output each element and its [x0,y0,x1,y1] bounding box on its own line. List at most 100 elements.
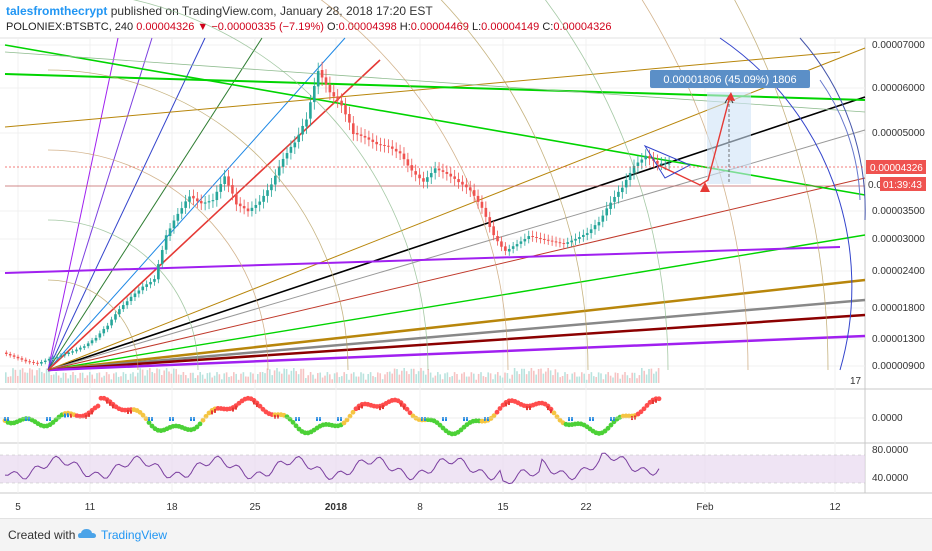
volume-bar [386,372,389,383]
candle-body [98,333,102,338]
volume-bar [321,377,324,383]
macd-hist-bar [169,417,171,421]
volume-bar [187,378,189,383]
candle-body [277,166,281,176]
y-tick-label: 0.00003000 [872,234,925,245]
candle-body [51,357,55,360]
candle-body [20,358,24,360]
volume-bar [74,375,77,383]
candle-body [196,198,199,202]
volume-bar [141,369,144,383]
volume-bar [506,373,509,383]
volume-bar [29,368,31,383]
volume-bar [228,376,230,383]
macd-hist-bar [70,413,72,418]
candle-body [375,141,378,145]
volume-bar [204,378,206,383]
candle-body [141,286,145,291]
tradingview-cloud-icon[interactable] [78,529,96,539]
candle-body [379,144,382,146]
measure-box [707,92,751,184]
candle-body [235,194,238,205]
volume-bar [446,372,449,383]
volume-bar [72,372,74,383]
volume-bar [365,379,367,383]
author-name[interactable]: talesfromthecrypt [6,4,108,18]
volume-bar [175,368,177,383]
volume-bar [629,378,631,383]
macd-hist-bar [610,417,612,421]
volume-bar [617,373,619,383]
volume-bar [317,373,319,383]
candle-body [106,325,109,330]
candle-body [414,171,417,175]
candle-body [114,314,117,320]
candle-body [262,195,265,202]
volume-bar [12,368,14,383]
macd-hist-bar [547,406,549,411]
volume-bar [487,372,489,383]
volume-bar [297,374,300,383]
volume-bar [401,370,403,383]
volume-bar [177,374,180,383]
candle-body [363,135,367,138]
volume-bar [542,373,545,383]
volume-bar [581,372,583,383]
volume-bar [489,373,492,383]
macd-hist-bar [127,409,129,414]
volume-bar [206,373,209,383]
volume-bar [218,374,221,383]
overlay-annotations: 0.00001806 (45.09%) 1806 0.00004326 0.0 01:… [5,70,926,192]
candle-body [468,187,472,191]
macd-dot [203,413,209,419]
macd-hist-bar [592,417,594,421]
macd-hist-bar [421,417,423,421]
volume-bar [163,370,165,383]
candle-body [219,184,223,192]
y-tick-label: 0.00002400 [872,266,925,277]
candle-body [270,184,273,191]
chart-svg[interactable]: 0.00001806 (45.09%) 1806 0.00004326 0.0 01:… [0,0,932,518]
volume-bar [417,371,420,383]
macd-hist-bar [400,402,402,407]
candle-body [441,170,445,172]
volume-bar [278,371,281,383]
candle-body [663,163,667,165]
x-tick-label: 22 [580,502,592,513]
candle-body [67,352,70,354]
volume-bar [153,373,156,383]
macd-hist-bar [382,405,384,410]
volume-bar [480,372,482,383]
x-tick-label: 8 [417,502,423,513]
rsi-axis-label: 80.0000 [872,445,909,456]
volume-bar [593,376,595,383]
volume-bar [7,376,9,383]
volume-bar [324,375,326,383]
macd-hist-bar [235,405,237,410]
volume-bar [590,372,593,383]
volume-bar [523,368,525,383]
candle-body [121,305,125,310]
candle-body [507,248,511,252]
y-tick-label: 0.00005000 [872,128,925,139]
candle-body [609,202,612,209]
volume-bar [600,373,602,383]
projection-path [657,95,731,186]
macd-hist-bar [505,402,507,407]
volume-bar [465,376,468,383]
candle-body [188,196,191,202]
fan-line [47,37,153,371]
macd-hist-bar [361,404,363,409]
macd-dot [95,403,101,409]
candle-body [597,222,601,226]
candle-body [145,284,148,287]
tradingview-brand-link[interactable]: TradingView [101,528,168,542]
candle-body [476,195,480,202]
macd-dot [497,406,503,411]
macd-hist-bar [112,404,114,409]
candle-body [445,171,449,174]
volume-bar [223,373,225,383]
macd-hist-bar [7,417,9,421]
volume-bar [626,375,629,383]
volume-bar [585,379,588,383]
